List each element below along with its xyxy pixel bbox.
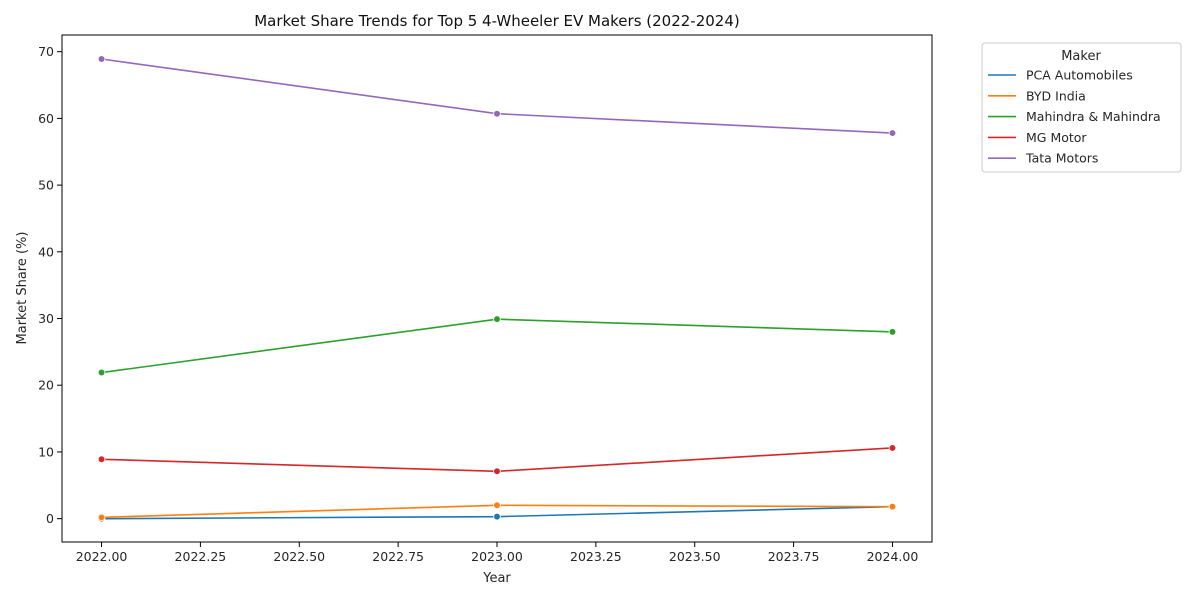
x-tick-label: 2022.25 [175,549,227,564]
y-tick-label: 50 [38,178,54,193]
x-axis-label: Year [482,571,511,586]
legend-item: PCA Automobiles [988,68,1133,83]
data-point [97,455,106,464]
legend-item: Mahindra & Mahindra [988,109,1161,124]
data-point [888,444,897,452]
legend-frame [981,42,1182,173]
series-mg-motor [97,444,897,476]
data-point [97,55,106,63]
x-tick-label: 2024.00 [867,549,919,564]
legend-items: PCA Automobiles BYD India Mahindra & Mahin… [988,68,1161,166]
data-point [493,512,501,521]
y-tick-label: 0 [46,511,54,526]
y-tick-label: 20 [38,378,54,393]
legend-label: Tata Motors [1025,151,1098,166]
data-point [97,368,106,377]
x-tick-label: 2022.00 [76,549,128,564]
x-axis: 2022.00 2022.25 2022.50 2022.75 2023.00 2023.… [76,542,919,564]
data-point [493,315,501,323]
y-tick-label: 10 [38,444,54,459]
data-point [493,467,501,476]
x-tick-label: 2022.50 [273,549,325,564]
data-point [493,109,501,118]
legend-label: Mahindra & Mahindra [1026,109,1161,124]
legend: Maker PCA Automobiles BYD India Mahindra &… [981,42,1182,173]
legend-label: BYD India [1026,88,1086,103]
y-tick-label: 70 [38,44,54,59]
data-point [493,501,501,510]
legend-item: BYD India [988,88,1086,103]
series-byd-india [97,501,897,522]
x-tick-label: 2022.75 [372,549,424,564]
series-tata-motors [97,55,897,137]
y-axis-label: Market Share (%) [15,232,30,345]
x-tick-label: 2023.00 [471,549,523,564]
data-point [888,502,897,511]
legend-title: Maker [1061,49,1101,64]
x-tick-label: 2023.75 [768,549,820,564]
data-point [888,328,897,336]
x-tick-label: 2023.50 [669,549,721,564]
data-point [97,513,106,522]
legend-item: MG Motor [988,130,1087,145]
chart-title: Market Share Trends for Top 5 4-Wheeler … [254,12,740,30]
legend-label: MG Motor [1026,130,1087,145]
y-axis: 0 10 20 30 40 50 60 70 [38,44,62,526]
y-tick-label: 40 [38,244,54,259]
legend-label: PCA Automobiles [1026,68,1133,83]
series-layer [97,55,897,523]
data-point [888,129,897,137]
y-tick-label: 60 [38,111,54,126]
series-line [101,58,893,134]
x-tick-label: 2023.25 [570,549,622,564]
y-tick-label: 30 [38,311,54,326]
series-line [101,318,893,374]
legend-item: Tata Motors [988,151,1098,166]
series-mahindra-mahindra [97,315,897,377]
